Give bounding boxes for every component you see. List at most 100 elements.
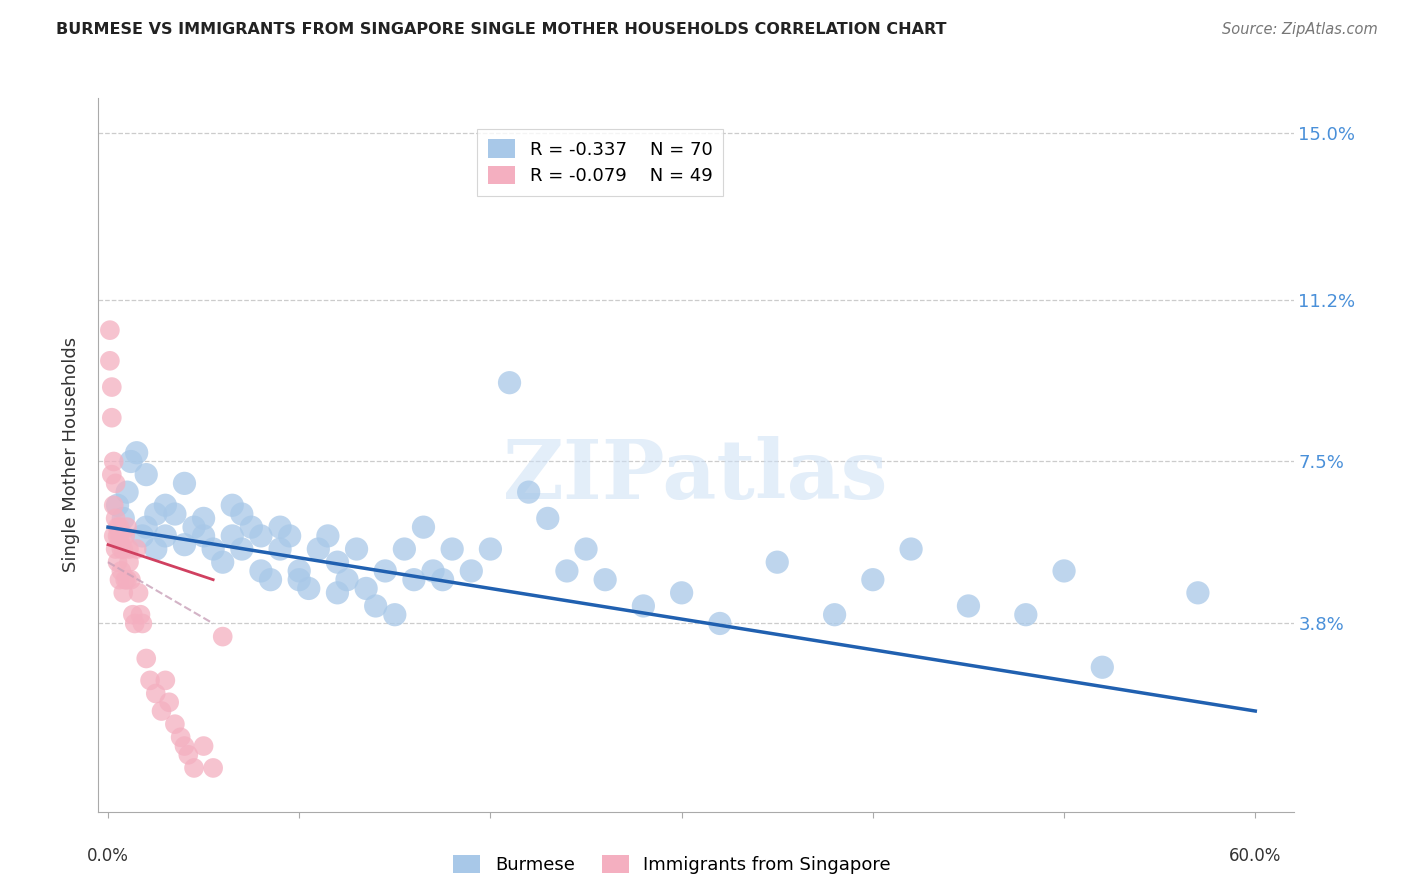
Point <box>131 616 153 631</box>
Point <box>114 573 136 587</box>
Point <box>326 555 349 569</box>
Point <box>108 529 131 543</box>
Point <box>120 573 142 587</box>
Point <box>193 529 215 543</box>
Point <box>155 673 177 688</box>
Point <box>115 573 138 587</box>
Point <box>288 573 311 587</box>
Point <box>231 507 253 521</box>
Point <box>231 542 253 557</box>
Point <box>278 529 301 543</box>
Point <box>957 599 980 613</box>
Text: Source: ZipAtlas.com: Source: ZipAtlas.com <box>1222 22 1378 37</box>
Point <box>1053 564 1076 578</box>
Text: 0.0%: 0.0% <box>87 847 129 864</box>
Point <box>112 542 135 557</box>
Point <box>118 555 141 569</box>
Point <box>173 538 195 552</box>
Point <box>114 529 136 543</box>
Point <box>211 630 233 644</box>
Point <box>671 586 693 600</box>
Point <box>115 520 138 534</box>
Point <box>374 564 396 578</box>
Point <box>103 454 125 468</box>
Text: ZIPatlas: ZIPatlas <box>503 436 889 516</box>
Point <box>169 731 191 745</box>
Point <box>129 607 152 622</box>
Point <box>1091 660 1114 674</box>
Point <box>135 651 157 665</box>
Point <box>269 542 291 557</box>
Point <box>183 761 205 775</box>
Legend: Burmese, Immigrants from Singapore: Burmese, Immigrants from Singapore <box>446 847 898 881</box>
Point <box>202 761 225 775</box>
Point <box>125 446 148 460</box>
Point <box>824 607 846 622</box>
Point <box>115 485 138 500</box>
Point <box>145 686 167 700</box>
Point <box>202 542 225 557</box>
Point <box>432 573 454 587</box>
Point <box>104 511 127 525</box>
Point <box>633 599 655 613</box>
Point <box>537 511 560 525</box>
Point <box>221 498 243 512</box>
Point <box>150 704 173 718</box>
Point <box>125 542 148 557</box>
Point <box>326 586 349 600</box>
Point <box>316 529 339 543</box>
Point <box>900 542 922 557</box>
Point <box>110 564 132 578</box>
Point <box>155 498 177 512</box>
Point <box>155 529 177 543</box>
Point <box>145 542 167 557</box>
Point <box>124 616 146 631</box>
Point <box>135 467 157 482</box>
Point <box>157 695 180 709</box>
Point <box>101 467 124 482</box>
Point <box>336 573 359 587</box>
Point <box>221 529 243 543</box>
Point <box>384 607 406 622</box>
Point <box>422 564 444 578</box>
Point <box>98 323 121 337</box>
Point <box>211 555 233 569</box>
Y-axis label: Single Mother Households: Single Mother Households <box>62 337 80 573</box>
Point <box>862 573 884 587</box>
Point <box>346 542 368 557</box>
Point <box>298 582 321 596</box>
Point <box>269 520 291 534</box>
Point <box>498 376 520 390</box>
Point <box>107 498 129 512</box>
Point <box>555 564 578 578</box>
Point <box>107 520 129 534</box>
Point <box>108 573 131 587</box>
Point <box>479 542 502 557</box>
Point <box>103 529 125 543</box>
Point <box>354 582 377 596</box>
Point <box>121 607 143 622</box>
Point <box>517 485 540 500</box>
Point <box>183 520 205 534</box>
Point <box>163 717 186 731</box>
Point <box>131 529 153 543</box>
Point <box>107 555 129 569</box>
Point <box>259 573 281 587</box>
Point <box>307 542 329 557</box>
Point <box>98 353 121 368</box>
Point <box>101 380 124 394</box>
Point <box>145 507 167 521</box>
Point <box>364 599 387 613</box>
Point <box>135 520 157 534</box>
Point <box>110 529 132 543</box>
Point <box>1187 586 1209 600</box>
Point <box>766 555 789 569</box>
Point <box>288 564 311 578</box>
Point <box>163 507 186 521</box>
Point <box>250 564 273 578</box>
Point <box>103 498 125 512</box>
Point <box>193 739 215 753</box>
Point <box>104 542 127 557</box>
Point <box>120 454 142 468</box>
Point <box>1015 607 1038 622</box>
